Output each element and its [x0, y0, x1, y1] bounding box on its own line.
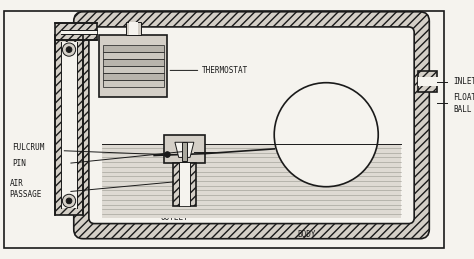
Bar	[103, 45, 164, 52]
Bar	[418, 77, 440, 87]
Bar	[164, 135, 205, 163]
Bar	[128, 22, 138, 35]
Bar	[62, 42, 77, 208]
Text: FLOAT
BALL: FLOAT BALL	[453, 93, 474, 113]
Text: FULCRUM: FULCRUM	[12, 143, 45, 153]
Bar	[418, 71, 437, 92]
Bar	[173, 163, 196, 206]
Bar	[126, 22, 141, 35]
Circle shape	[164, 152, 170, 157]
Bar	[103, 80, 164, 88]
Bar	[173, 163, 196, 206]
FancyBboxPatch shape	[89, 27, 414, 224]
Bar	[179, 163, 190, 206]
Bar	[103, 66, 164, 73]
Text: THERMOSTAT: THERMOSTAT	[202, 66, 248, 75]
Bar	[55, 35, 83, 215]
Bar	[103, 73, 164, 80]
Circle shape	[63, 43, 76, 56]
Text: INLET: INLET	[453, 77, 474, 86]
Bar	[55, 23, 97, 40]
Polygon shape	[175, 142, 194, 157]
Bar	[99, 35, 167, 97]
Bar	[182, 142, 187, 161]
Circle shape	[274, 83, 378, 187]
Bar	[418, 71, 437, 92]
Bar	[103, 59, 164, 66]
Bar	[62, 30, 97, 33]
Circle shape	[63, 194, 76, 207]
Bar	[102, 144, 401, 218]
Text: OUTLET: OUTLET	[161, 213, 189, 222]
Bar	[55, 23, 97, 40]
FancyBboxPatch shape	[74, 12, 429, 239]
Text: SEAT: SEAT	[219, 147, 238, 156]
Circle shape	[66, 198, 72, 204]
Bar	[55, 35, 83, 215]
Text: PIN: PIN	[12, 159, 26, 168]
Bar	[103, 52, 164, 59]
Circle shape	[66, 47, 72, 52]
Text: BODY: BODY	[298, 231, 316, 239]
Text: AIR
PASSAGE: AIR PASSAGE	[9, 178, 42, 199]
